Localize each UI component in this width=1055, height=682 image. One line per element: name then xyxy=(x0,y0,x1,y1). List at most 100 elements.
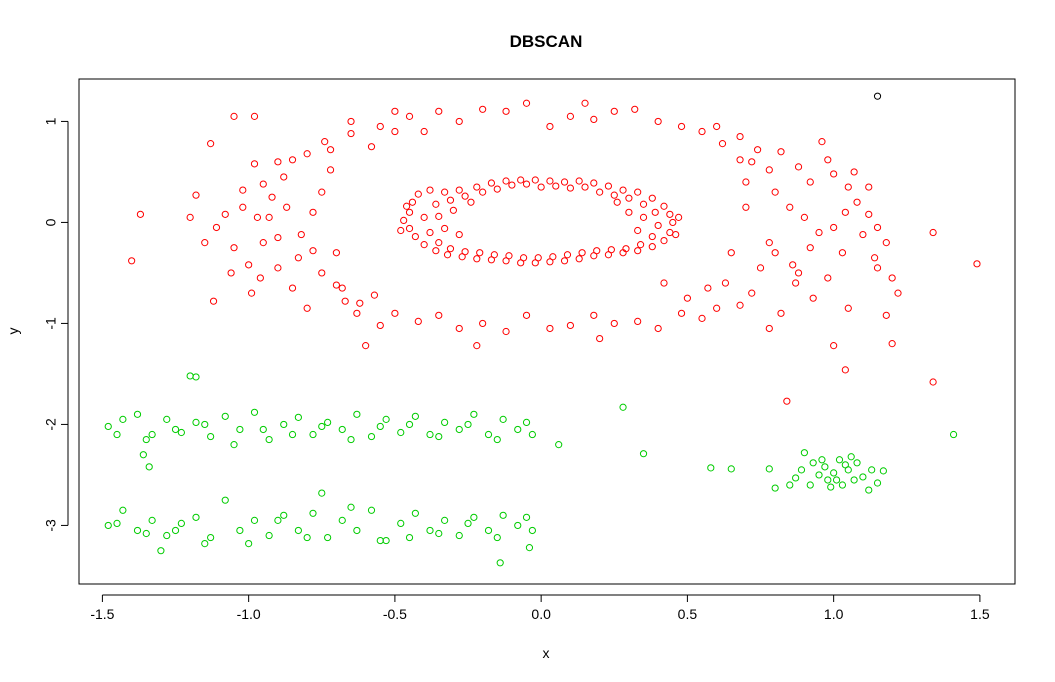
x-tick-label: 0.5 xyxy=(678,606,698,622)
data-point-series-1 xyxy=(449,206,457,214)
data-point-series-1 xyxy=(654,117,662,126)
data-point-series-1 xyxy=(227,269,235,277)
data-point-series-1 xyxy=(596,334,604,343)
data-point-series-1 xyxy=(250,160,259,168)
data-point-series-1 xyxy=(873,223,882,232)
data-point-series-2 xyxy=(382,415,390,423)
data-point-series-2 xyxy=(835,456,844,464)
data-point-series-1 xyxy=(405,208,414,216)
data-point-series-1 xyxy=(560,178,569,186)
data-point-series-1 xyxy=(455,117,463,126)
data-point-series-1 xyxy=(792,279,800,287)
data-point-series-1 xyxy=(607,246,615,254)
data-point-series-1 xyxy=(675,213,683,221)
data-point-series-2 xyxy=(139,451,147,459)
data-point-series-2 xyxy=(294,413,302,421)
data-point-series-1 xyxy=(531,176,539,184)
data-point-series-1 xyxy=(824,274,832,282)
data-point-series-1 xyxy=(754,146,762,154)
data-point-series-2 xyxy=(367,432,376,441)
data-point-series-1 xyxy=(765,324,773,333)
data-point-series-1 xyxy=(639,200,648,208)
data-point-series-2 xyxy=(464,519,472,528)
data-point-series-1 xyxy=(391,127,399,136)
data-point-series-1 xyxy=(593,247,601,255)
data-point-series-1 xyxy=(566,112,575,120)
data-point-series-1 xyxy=(522,311,531,319)
data-point-series-2 xyxy=(265,435,273,444)
data-point-series-2 xyxy=(838,481,847,489)
data-point-series-2 xyxy=(324,533,332,542)
data-point-series-2 xyxy=(525,544,534,552)
data-point-series-2 xyxy=(230,441,238,449)
data-point-series-1 xyxy=(683,294,692,302)
data-point-series-2 xyxy=(142,529,150,538)
data-point-series-1 xyxy=(789,261,797,269)
data-point-series-1 xyxy=(713,122,721,131)
data-point-series-2 xyxy=(119,506,127,514)
data-point-series-2 xyxy=(177,428,185,437)
data-point-series-2 xyxy=(171,425,180,434)
data-point-series-1 xyxy=(929,228,937,237)
data-point-series-1 xyxy=(435,239,443,247)
data-point-series-2 xyxy=(806,481,814,489)
data-point-series-1 xyxy=(294,254,302,262)
data-point-series-1 xyxy=(844,304,852,312)
data-point-series-2 xyxy=(259,425,267,434)
data-point-series-1 xyxy=(461,248,469,256)
data-point-series-1 xyxy=(748,289,756,297)
data-point-series-2 xyxy=(850,476,858,484)
data-point-series-1 xyxy=(727,249,735,257)
data-point-series-1 xyxy=(841,208,849,216)
data-point-series-1 xyxy=(742,178,750,186)
data-point-series-1 xyxy=(765,239,773,247)
data-point-series-1 xyxy=(446,196,455,204)
data-point-series-2 xyxy=(280,511,288,519)
data-point-series-2 xyxy=(309,430,317,439)
data-point-series-1 xyxy=(435,311,443,319)
data-point-series-1 xyxy=(756,264,765,272)
data-point-series-1 xyxy=(230,112,238,120)
data-point-series-2 xyxy=(824,476,832,484)
data-point-series-1 xyxy=(771,188,779,196)
data-point-series-1 xyxy=(332,249,340,257)
data-point-series-1 xyxy=(283,203,291,211)
data-point-series-1 xyxy=(736,132,744,141)
data-point-series-2 xyxy=(809,459,817,467)
data-point-series-1 xyxy=(309,208,317,216)
data-point-series-1 xyxy=(894,289,902,297)
data-point-series-1 xyxy=(265,213,273,221)
data-point-series-1 xyxy=(426,228,434,237)
data-point-series-1 xyxy=(566,321,575,330)
data-point-series-1 xyxy=(882,311,890,319)
data-point-series-1 xyxy=(973,260,981,268)
x-tick-label: 0.0 xyxy=(531,606,551,622)
data-point-series-1 xyxy=(625,208,633,216)
data-point-series-2 xyxy=(236,425,244,434)
data-point-series-2 xyxy=(192,418,200,426)
data-point-series-1 xyxy=(522,180,531,188)
data-point-series-1 xyxy=(414,190,422,198)
data-point-series-2 xyxy=(171,526,180,535)
data-point-series-2 xyxy=(818,456,826,464)
data-point-series-2 xyxy=(163,531,171,540)
y-axis: -3 -2 -1 0 1 xyxy=(43,117,69,532)
data-point-series-1 xyxy=(771,249,779,257)
data-point-series-1 xyxy=(259,180,267,188)
data-point-series-1 xyxy=(508,181,516,189)
data-point-series-2 xyxy=(765,465,773,473)
data-point-series-2 xyxy=(797,466,806,474)
data-point-series-1 xyxy=(376,321,384,330)
data-point-series-1 xyxy=(604,182,613,190)
data-point-series-1 xyxy=(288,284,297,292)
data-point-series-2 xyxy=(186,372,194,380)
data-point-series-1 xyxy=(461,192,469,200)
data-point-series-1 xyxy=(581,99,589,107)
data-point-series-2 xyxy=(859,473,867,481)
data-point-series-2 xyxy=(470,513,478,521)
data-point-series-2 xyxy=(792,474,800,482)
data-point-series-2 xyxy=(113,519,121,528)
y-axis-label: y xyxy=(5,328,21,335)
x-tick-label: -1.5 xyxy=(90,606,114,622)
